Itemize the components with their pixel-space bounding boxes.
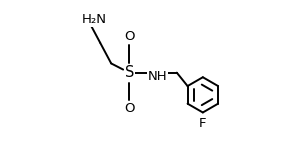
Text: H₂N: H₂N	[82, 13, 107, 26]
Text: F: F	[199, 117, 207, 130]
Text: O: O	[124, 102, 135, 115]
Text: S: S	[125, 65, 134, 80]
Text: NH: NH	[148, 70, 167, 83]
Text: O: O	[124, 30, 135, 43]
